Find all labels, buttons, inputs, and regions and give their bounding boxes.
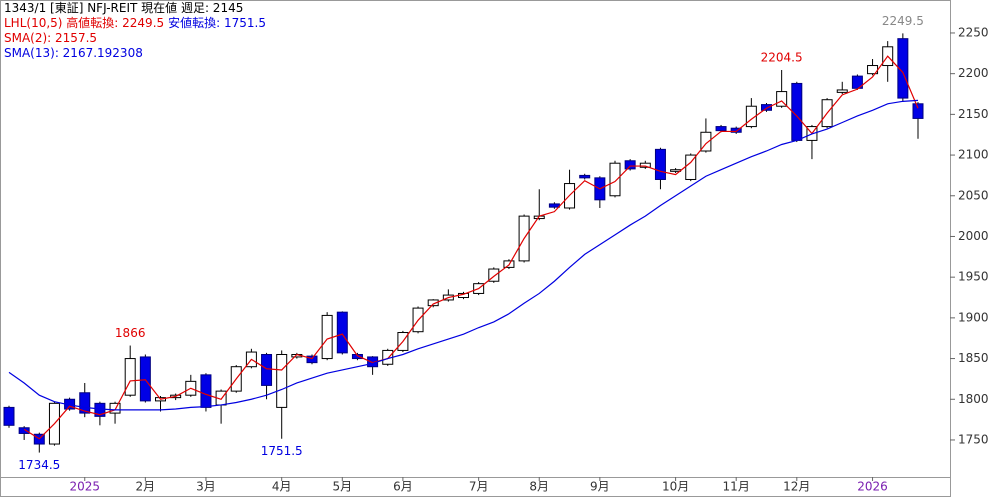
candle-body	[139, 356, 151, 402]
sma-line	[23, 55, 919, 440]
candle-body	[276, 353, 288, 408]
candle-body	[639, 162, 651, 168]
y-tick-label: 1900	[958, 310, 989, 324]
candle-body	[548, 203, 560, 208]
x-tick-label: 4月	[272, 480, 292, 494]
high-label: 2204.5	[761, 51, 803, 65]
header-line: LHL(10,5) 高値転換: 2249.5 安値転換: 1751.5	[4, 15, 266, 30]
candle-body	[488, 268, 500, 282]
low-label: 1751.5	[261, 444, 303, 458]
x-tick-label: 11月	[723, 480, 750, 494]
y-tick-label: 1750	[958, 432, 989, 446]
header-text: 1343/1 [東証] NFJ-REIT 現在値 週足: 2145	[4, 0, 243, 15]
candle-body	[18, 427, 30, 434]
candle-body	[306, 355, 318, 364]
candle-body	[851, 75, 863, 89]
candle-body	[79, 392, 91, 414]
y-tick-label: 2050	[958, 188, 989, 202]
x-tick-label: 6月	[393, 480, 413, 494]
candle-body	[124, 358, 136, 396]
candle-body	[761, 104, 772, 111]
header-text: SMA(13): 2167.192308	[4, 46, 143, 60]
high-label: 2249.5	[882, 14, 924, 28]
x-tick-label: 2026	[857, 480, 888, 494]
y-tick-label: 2000	[958, 229, 989, 243]
candle-body	[336, 311, 348, 354]
x-tick-label: 2月	[136, 480, 156, 494]
high-label: 1866	[115, 326, 146, 340]
low-label: 1734.5	[18, 458, 60, 472]
x-tick-label: 12月	[783, 480, 810, 494]
header-text: 安値転換: 1751.5	[168, 15, 266, 30]
candle-body	[624, 160, 636, 170]
plot-frame	[0, 0, 951, 478]
candle-body	[579, 174, 591, 179]
candle-body	[700, 131, 712, 152]
candle-body	[3, 406, 15, 426]
candle-body	[897, 38, 909, 99]
candle-body	[912, 103, 924, 119]
y-tick-label: 2100	[958, 148, 989, 162]
y-tick-label: 2250	[958, 25, 989, 39]
candle-body	[836, 89, 848, 93]
y-tick-label: 1800	[958, 392, 989, 406]
header-line: SMA(2): 2157.5	[4, 31, 97, 45]
x-tick-label: 5月	[332, 480, 352, 494]
candle-body	[427, 299, 439, 307]
x-tick-label: 7月	[469, 480, 489, 494]
header-text: LHL(10,5) 高値転換: 2249.5	[4, 15, 164, 30]
candle-body	[685, 154, 697, 180]
x-tick-label: 10月	[662, 480, 689, 494]
header-line: SMA(13): 2167.192308	[4, 46, 143, 60]
header-text: SMA(2): 2157.5	[4, 31, 97, 45]
candle-body	[109, 402, 121, 414]
candle-body	[776, 91, 788, 107]
candle-body	[351, 353, 363, 360]
candle-body	[261, 353, 273, 386]
y-tick-label: 1950	[958, 270, 989, 284]
candle-body	[715, 126, 727, 132]
candle-body	[200, 374, 212, 408]
y-tick-label: 2150	[958, 107, 989, 121]
x-tick-label: 2025	[69, 480, 100, 494]
x-tick-label: 8月	[529, 480, 549, 494]
x-tick-label: 3月	[196, 480, 216, 494]
y-tick-label: 2200	[958, 66, 989, 80]
candle-body	[321, 314, 333, 360]
candle-body	[730, 127, 742, 133]
header-line: 1343/1 [東証] NFJ-REIT 現在値 週足: 2145	[4, 0, 243, 15]
sma-line	[8, 99, 919, 411]
candle-body	[609, 162, 621, 197]
y-tick-label: 1850	[958, 351, 989, 365]
candle-body	[745, 105, 757, 128]
candle-body	[654, 148, 666, 180]
x-tick-label: 9月	[590, 480, 610, 494]
